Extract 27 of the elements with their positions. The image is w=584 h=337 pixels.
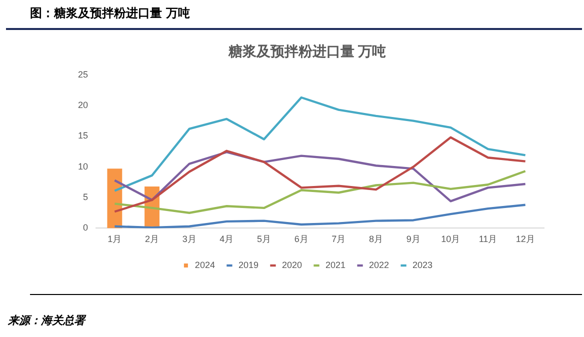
x-tick-label: 2月 bbox=[145, 234, 160, 244]
x-tick-label: 12月 bbox=[516, 234, 535, 244]
y-tick-label: 25 bbox=[78, 69, 88, 80]
y-tick-label: 15 bbox=[78, 130, 88, 141]
y-tick-label: 20 bbox=[78, 100, 88, 110]
legend-label: 2020 bbox=[282, 260, 302, 270]
x-tick-label: 10月 bbox=[441, 234, 460, 244]
x-tick-label: 5月 bbox=[257, 234, 272, 244]
y-tick-label: 10 bbox=[78, 161, 88, 172]
source-note: 来源：海关总署 bbox=[8, 313, 85, 328]
legend-label: 2019 bbox=[238, 260, 258, 270]
y-tick-label: 0 bbox=[82, 222, 88, 233]
x-tick-label: 11月 bbox=[478, 234, 498, 244]
legend-label: 2023 bbox=[412, 260, 433, 270]
legend-label: 2022 bbox=[369, 260, 390, 270]
x-tick-label: 3月 bbox=[182, 234, 196, 244]
legend-label: 2021 bbox=[326, 260, 346, 270]
y-tick-label: 5 bbox=[82, 192, 88, 202]
x-tick-label: 4月 bbox=[220, 234, 234, 244]
legend-label: 2024 bbox=[194, 260, 215, 270]
chart-title: 图：糖浆及预拌粉进口量 万吨 bbox=[30, 5, 190, 22]
chart-subtitle: 糖浆及预拌粉进口量 万吨 bbox=[227, 43, 386, 60]
x-tick-label: 9月 bbox=[406, 234, 420, 244]
x-tick-label: 8月 bbox=[368, 234, 384, 244]
x-tick-label: 6月 bbox=[294, 234, 308, 244]
x-tick-label: 7月 bbox=[332, 234, 346, 244]
x-tick-label: 1月 bbox=[108, 234, 122, 244]
